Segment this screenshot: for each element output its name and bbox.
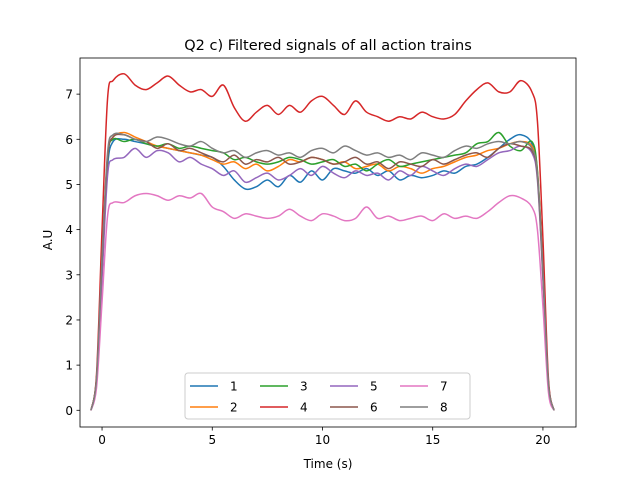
x-tick-label: 15 xyxy=(425,433,440,447)
legend-label-3: 3 xyxy=(300,380,308,394)
x-tick-label: 5 xyxy=(208,433,216,447)
y-tick-label: 2 xyxy=(65,313,73,327)
series-line-4 xyxy=(90,72,555,411)
legend-label-1: 1 xyxy=(230,380,238,394)
y-tick-label: 4 xyxy=(65,223,73,237)
series-line-8 xyxy=(90,132,555,411)
series-line-5 xyxy=(90,145,555,411)
chart-title: Q2 c) Filtered signals of all action tra… xyxy=(184,38,472,54)
series-line-3 xyxy=(90,131,555,411)
x-axis-label: Time (s) xyxy=(303,457,353,471)
legend: 1 2 3 4 5 6 7 8 xyxy=(184,372,471,420)
legend-box xyxy=(184,372,471,420)
series-line-6 xyxy=(90,133,555,411)
legend-label-6: 6 xyxy=(370,401,378,415)
y-tick-label: 3 xyxy=(65,268,73,282)
y-tick-label: 1 xyxy=(65,359,73,373)
x-tick-label: 10 xyxy=(315,433,330,447)
legend-label-5: 5 xyxy=(370,380,378,394)
x-tick-label: 0 xyxy=(98,433,106,447)
x-tick-label: 20 xyxy=(535,433,550,447)
legend-label-4: 4 xyxy=(300,401,308,415)
series-line-7 xyxy=(90,192,555,411)
y-tick-label: 6 xyxy=(65,133,73,147)
x-axis: 0 5 10 15 20 xyxy=(98,427,551,447)
y-tick-label: 7 xyxy=(65,88,73,102)
y-axis-label: A.U xyxy=(41,230,55,251)
legend-label-2: 2 xyxy=(230,401,238,415)
plot-area xyxy=(79,57,577,428)
y-tick-label: 0 xyxy=(65,404,73,418)
legend-label-8: 8 xyxy=(440,401,448,415)
plot-frame xyxy=(79,57,577,428)
y-axis: 0 1 2 3 4 5 6 7 xyxy=(65,88,80,418)
legend-label-7: 7 xyxy=(440,380,448,394)
y-tick-label: 5 xyxy=(65,178,73,192)
